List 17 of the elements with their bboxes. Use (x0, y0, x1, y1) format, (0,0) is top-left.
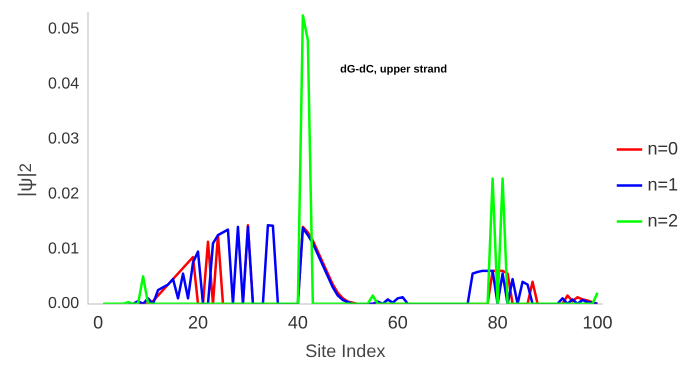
x-tick-label: 60 (388, 312, 408, 333)
y-tick-label: 0.02 (48, 185, 80, 202)
x-tick-label: 100 (582, 312, 612, 333)
legend-label: n=2 (647, 210, 678, 230)
legend-label: n=0 (647, 138, 678, 158)
x-tick-label: 80 (488, 312, 508, 333)
y-tick-label: 0.04 (48, 75, 80, 92)
legend-label: n=1 (647, 174, 678, 194)
y-tick-label: 0.01 (48, 240, 80, 258)
x-axis-title: Site Index (305, 341, 386, 362)
x-tick-label: 0 (93, 312, 104, 333)
x-tick-label: 20 (188, 312, 208, 333)
x-tick-label: 40 (288, 312, 308, 333)
annotation: dG-dC, upper strand (340, 64, 448, 76)
y-tick-label: 0.00 (48, 295, 80, 312)
y-tick-label: 0.03 (48, 130, 80, 148)
y-tick-label: 0.05 (48, 20, 80, 38)
